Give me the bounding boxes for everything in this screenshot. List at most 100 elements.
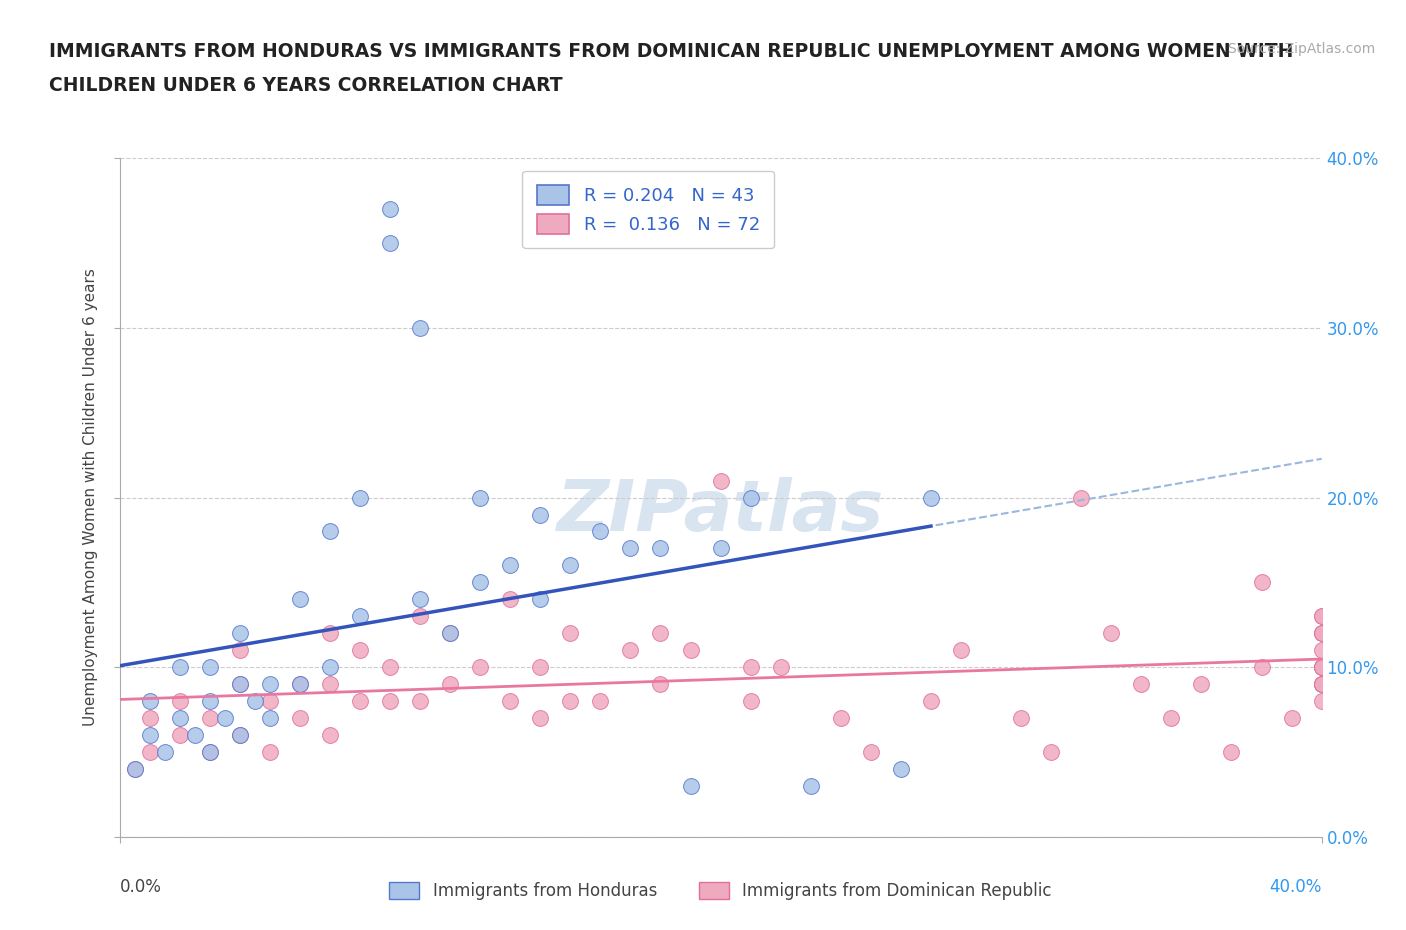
Point xyxy=(499,558,522,573)
Point xyxy=(1310,660,1333,675)
Point xyxy=(1099,626,1122,641)
Point xyxy=(409,609,432,624)
Point xyxy=(1310,609,1333,624)
Point xyxy=(228,727,252,742)
Point xyxy=(1310,677,1333,692)
Point xyxy=(1310,660,1333,675)
Point xyxy=(499,694,522,709)
Point xyxy=(1070,490,1092,505)
Point xyxy=(1310,677,1333,692)
Point xyxy=(228,643,252,658)
Point xyxy=(288,711,311,725)
Point xyxy=(529,711,551,725)
Legend: Immigrants from Honduras, Immigrants from Dominican Republic: Immigrants from Honduras, Immigrants fro… xyxy=(382,875,1059,907)
Point xyxy=(349,694,371,709)
Point xyxy=(1310,626,1333,641)
Point xyxy=(349,643,371,658)
Point xyxy=(619,541,641,556)
Y-axis label: Unemployment Among Women with Children Under 6 years: Unemployment Among Women with Children U… xyxy=(83,269,98,726)
Point xyxy=(529,507,551,522)
Point xyxy=(439,677,461,692)
Point xyxy=(1310,626,1333,641)
Point xyxy=(950,643,973,658)
Point xyxy=(499,592,522,607)
Point xyxy=(619,643,641,658)
Point xyxy=(560,694,582,709)
Point xyxy=(214,711,236,725)
Point xyxy=(1310,660,1333,675)
Point xyxy=(259,745,281,760)
Point xyxy=(228,727,252,742)
Point xyxy=(259,694,281,709)
Point xyxy=(589,694,612,709)
Point xyxy=(468,490,492,505)
Point xyxy=(1310,677,1333,692)
Point xyxy=(409,320,432,336)
Point xyxy=(920,694,942,709)
Point xyxy=(153,745,176,760)
Point xyxy=(124,762,146,777)
Point xyxy=(890,762,912,777)
Point xyxy=(439,626,461,641)
Point xyxy=(1310,660,1333,675)
Point xyxy=(349,609,371,624)
Point xyxy=(138,727,160,742)
Point xyxy=(288,592,311,607)
Point xyxy=(259,677,281,692)
Point xyxy=(1130,677,1153,692)
Point xyxy=(319,660,342,675)
Point xyxy=(169,660,191,675)
Point xyxy=(1250,575,1272,590)
Point xyxy=(529,660,551,675)
Point xyxy=(228,677,252,692)
Point xyxy=(409,592,432,607)
Point xyxy=(650,541,672,556)
Point xyxy=(1310,677,1333,692)
Point xyxy=(378,202,401,217)
Point xyxy=(439,626,461,641)
Point xyxy=(319,626,342,641)
Point xyxy=(198,745,221,760)
Point xyxy=(769,660,792,675)
Point xyxy=(679,778,702,793)
Point xyxy=(1160,711,1182,725)
Point xyxy=(378,660,401,675)
Point xyxy=(228,677,252,692)
Point xyxy=(1310,643,1333,658)
Point xyxy=(560,558,582,573)
Point xyxy=(1310,677,1333,692)
Point xyxy=(589,525,612,539)
Point xyxy=(169,711,191,725)
Point xyxy=(740,694,762,709)
Point xyxy=(228,626,252,641)
Point xyxy=(169,694,191,709)
Point xyxy=(138,694,160,709)
Text: 0.0%: 0.0% xyxy=(120,878,162,896)
Point xyxy=(1189,677,1212,692)
Point xyxy=(349,490,371,505)
Point xyxy=(830,711,852,725)
Point xyxy=(288,677,311,692)
Point xyxy=(319,677,342,692)
Point xyxy=(138,711,160,725)
Point xyxy=(679,643,702,658)
Point xyxy=(138,745,160,760)
Point xyxy=(709,541,731,556)
Point xyxy=(124,762,146,777)
Text: 40.0%: 40.0% xyxy=(1270,878,1322,896)
Point xyxy=(319,727,342,742)
Point xyxy=(560,626,582,641)
Point xyxy=(259,711,281,725)
Text: ZIPatlas: ZIPatlas xyxy=(557,477,884,546)
Point xyxy=(529,592,551,607)
Point xyxy=(288,677,311,692)
Point xyxy=(198,711,221,725)
Point xyxy=(800,778,823,793)
Point xyxy=(198,694,221,709)
Point xyxy=(1310,694,1333,709)
Point xyxy=(378,235,401,250)
Point xyxy=(650,626,672,641)
Point xyxy=(1250,660,1272,675)
Point xyxy=(1010,711,1032,725)
Point xyxy=(198,660,221,675)
